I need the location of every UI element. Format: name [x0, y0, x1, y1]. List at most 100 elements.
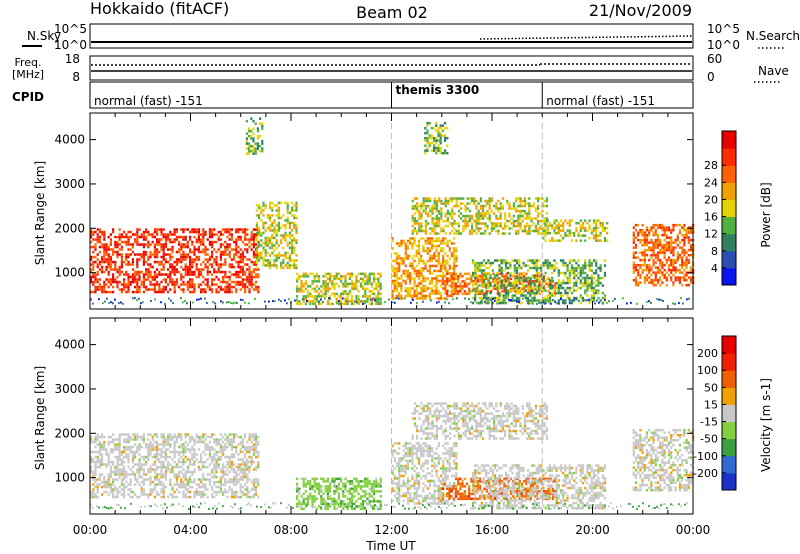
echo-cell	[304, 302, 307, 306]
echo-cell	[264, 244, 267, 247]
echo-cell	[107, 483, 110, 486]
echo-cell	[480, 289, 483, 292]
echo-cell	[468, 232, 471, 235]
echo-cell	[235, 288, 238, 291]
echo-cell	[156, 448, 159, 451]
echo-cell	[250, 275, 253, 279]
echo-cell	[393, 289, 396, 293]
echo-cell	[112, 488, 115, 491]
echo-cell	[211, 290, 214, 294]
echo-cell	[120, 253, 123, 256]
echo-cell	[362, 300, 365, 303]
echo-cell	[98, 478, 101, 481]
echo-cell	[406, 257, 410, 260]
echo-cell	[107, 285, 110, 289]
echo-cell	[302, 282, 305, 286]
echo-cell	[241, 250, 244, 254]
echo-cell	[433, 244, 436, 248]
echo-cell	[109, 468, 112, 471]
echo-cell	[528, 224, 531, 228]
echo-cell	[685, 231, 688, 234]
echo-cell	[665, 278, 668, 282]
echo-cell	[645, 268, 649, 272]
echo-cell	[450, 280, 453, 283]
echo-cell	[329, 302, 332, 306]
echo-cell	[193, 270, 196, 274]
echo-cell	[435, 274, 438, 278]
echo-cell	[175, 475, 178, 479]
echo-cell	[120, 260, 123, 264]
echo-cell	[476, 277, 480, 281]
echo-cell	[202, 233, 205, 236]
echo-cell	[333, 282, 336, 286]
echo-cell	[169, 233, 172, 236]
echo-cell	[156, 478, 159, 481]
echo-cell	[153, 275, 156, 279]
echo-cell	[167, 253, 170, 256]
echo-cell	[103, 490, 106, 494]
echo-cell	[175, 450, 178, 454]
echo-cell	[515, 284, 519, 287]
echo-cell	[564, 274, 567, 277]
echo-cell	[446, 272, 449, 276]
echo-cell	[637, 223, 640, 227]
echo-cell	[398, 277, 401, 280]
echo-cell	[508, 214, 511, 218]
echo-cell	[239, 248, 242, 251]
echo-cell	[584, 264, 587, 267]
echo-cell	[138, 235, 141, 239]
echo-cell	[184, 235, 187, 239]
echo-cell	[149, 465, 152, 469]
echo-cell	[315, 280, 318, 283]
echo-cell	[193, 245, 196, 249]
echo-cell	[230, 238, 233, 241]
echo-cell	[266, 259, 269, 262]
echo-cell	[375, 300, 378, 303]
echo-cell	[342, 290, 345, 293]
echo-cell	[431, 247, 434, 250]
echo-cell	[476, 269, 479, 272]
echo-cell	[228, 245, 231, 249]
echo-cell	[455, 232, 458, 235]
echo-cell	[532, 204, 535, 208]
ground-scatter-cell	[576, 298, 578, 301]
echo-cell	[237, 263, 240, 266]
echo-cell	[362, 285, 365, 288]
echo-cell	[519, 199, 522, 203]
echo-cell	[586, 229, 589, 232]
echo-cell	[508, 202, 511, 205]
echo-cell	[273, 229, 276, 232]
echo-cell	[524, 264, 527, 267]
echo-cell	[134, 233, 137, 236]
echo-cell	[245, 139, 248, 143]
echo-cell	[689, 238, 693, 242]
echo-cell	[406, 247, 410, 250]
echo-cell	[379, 297, 382, 301]
echo-cell	[131, 458, 134, 461]
echo-cell	[291, 214, 294, 217]
echo-cell	[222, 280, 225, 284]
echo-cell	[592, 289, 596, 292]
echo-cell	[118, 233, 121, 236]
echo-cell	[639, 238, 642, 242]
echo-cell	[555, 266, 558, 270]
echo-cell	[568, 259, 571, 262]
echo-cell	[123, 445, 126, 449]
echo-cell	[153, 463, 156, 466]
echo-cell	[184, 460, 187, 464]
echo-cell	[459, 275, 462, 278]
echo-cell	[448, 239, 451, 243]
echo-cell	[551, 271, 554, 275]
echo-cell	[468, 292, 471, 296]
echo-cell	[224, 275, 227, 279]
echo-cell	[437, 289, 440, 293]
echo-cell	[395, 289, 399, 293]
echo-cell	[562, 264, 565, 267]
echo-cell	[490, 209, 493, 213]
echo-cell	[275, 239, 278, 242]
ground-scatter-cell	[480, 300, 482, 303]
echo-cell	[184, 488, 187, 491]
echo-cell	[428, 292, 432, 295]
echo-cell	[175, 473, 178, 476]
echo-cell	[313, 295, 316, 298]
